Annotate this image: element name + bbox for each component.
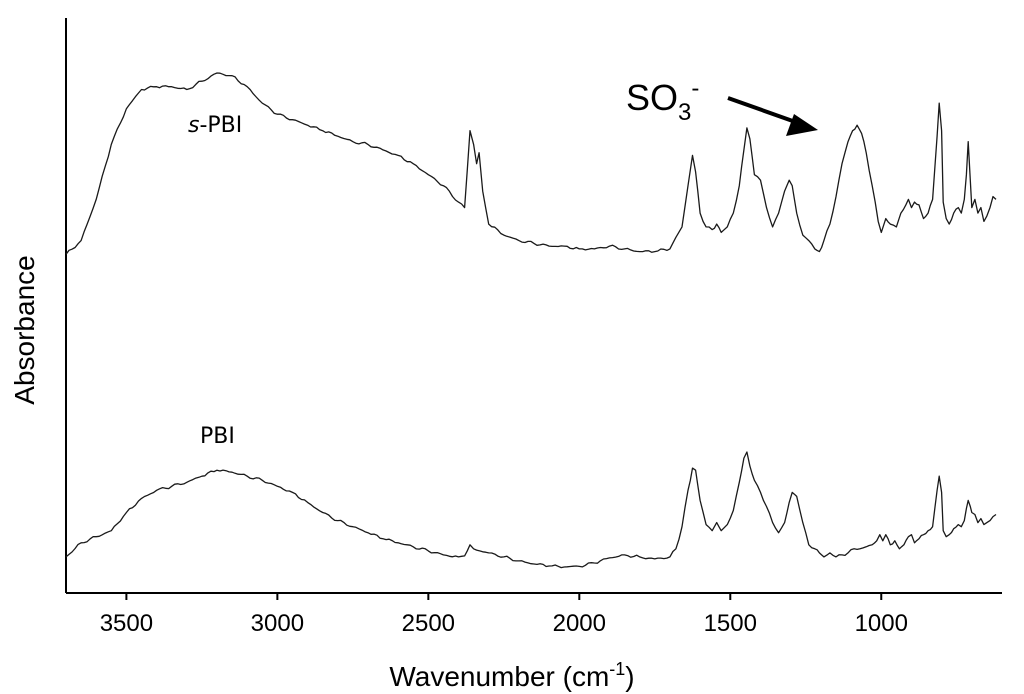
x-axis-label-end: ) [625, 661, 634, 692]
x-tick-label-1500: 1500 [704, 610, 757, 637]
series-layer [65, 72, 997, 569]
x-ticks: 3500 3000 2500 2000 1500 1000 [100, 593, 908, 637]
series-label-s-pbi: s-PBI [188, 113, 242, 138]
series-label-prefix: s [188, 113, 199, 138]
x-tick-label-3000: 3000 [251, 610, 304, 637]
so3-label-text: SO [626, 77, 678, 118]
so3-label: SO3- [626, 75, 699, 126]
x-tick-label-3500: 3500 [100, 610, 153, 637]
x-axis-label: Wavenumber (cm-1) [389, 659, 634, 692]
so3-arrowhead [786, 114, 818, 136]
x-tick-label-1000: 1000 [855, 610, 908, 637]
series-line-pbi [65, 451, 997, 569]
x-axis-label-sup: -1 [609, 659, 625, 679]
series-line-s-pbi [65, 72, 997, 255]
series-labels: s-PBI PBI [188, 113, 242, 449]
x-axis-label-text: Wavenumber (cm [389, 661, 609, 692]
x-tick-label-2000: 2000 [553, 610, 606, 637]
axes [65, 18, 1002, 594]
so3-label-sub: 3 [678, 99, 691, 126]
series-label-text: -PBI [199, 113, 242, 138]
x-tick-label-2500: 2500 [402, 610, 455, 637]
so3-annotation: SO3- [626, 75, 818, 136]
y-axis-label: Absorbance [9, 255, 40, 404]
series-label-pbi: PBI [200, 424, 235, 449]
so3-label-sup: - [691, 75, 699, 102]
so3-arrow-line [727, 96, 805, 127]
series-label-text: PBI [200, 424, 235, 449]
